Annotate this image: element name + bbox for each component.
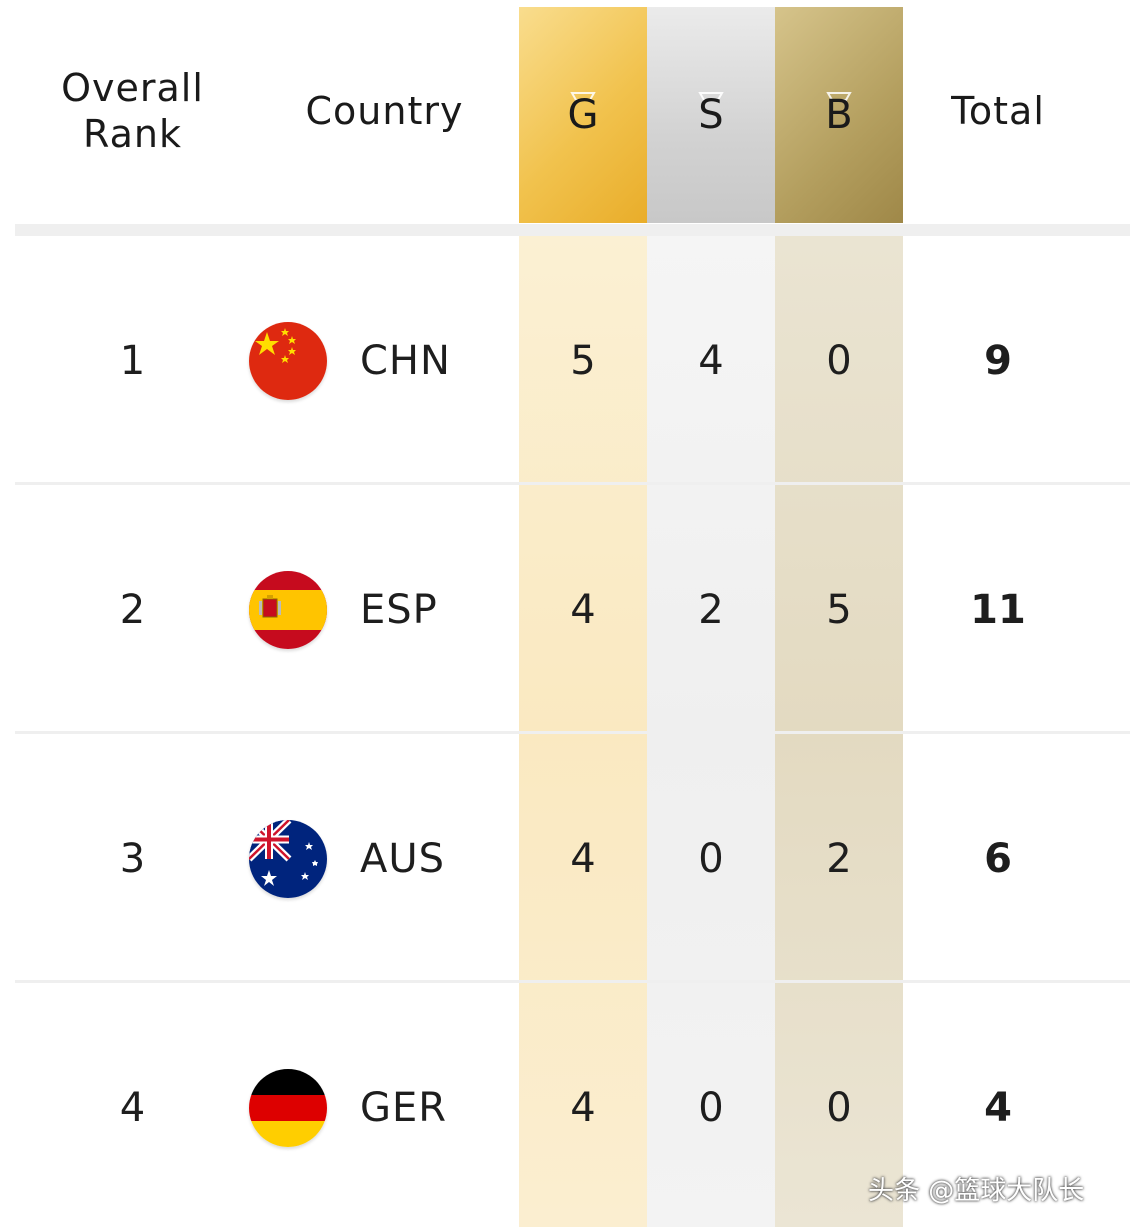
- silver-medal-icon: [698, 92, 724, 101]
- gold-count: 4: [570, 586, 596, 633]
- silver-count: 0: [698, 1084, 724, 1131]
- gold-count: 4: [570, 835, 596, 882]
- country-code: ESP: [360, 586, 438, 633]
- total-count: 9: [984, 337, 1012, 384]
- bronze-count: 2: [826, 835, 852, 882]
- rank-cell: 4: [119, 1084, 146, 1131]
- rank-header-line1: Overall: [61, 66, 204, 110]
- gold-header-label: G: [567, 92, 599, 138]
- bronze-header-label: B: [825, 92, 853, 138]
- total-count: 6: [984, 835, 1012, 882]
- row-divider: [15, 482, 1130, 485]
- total-count: 4: [984, 1084, 1012, 1131]
- gold-header[interactable]: G: [519, 7, 647, 223]
- china-flag-icon: [249, 321, 327, 400]
- bronze-count: 0: [826, 1084, 852, 1131]
- country-code: GER: [360, 1084, 448, 1131]
- flag-cell: [249, 485, 327, 734]
- country-header[interactable]: Country: [305, 89, 464, 133]
- silver-count: 4: [698, 337, 724, 384]
- country-code: CHN: [360, 337, 451, 384]
- flag-cell: [249, 236, 327, 485]
- flag-cell: [249, 983, 327, 1232]
- bronze-medal-icon: [826, 92, 852, 101]
- silver-header[interactable]: S: [647, 7, 775, 223]
- total-header[interactable]: Total: [951, 89, 1045, 133]
- country-code: AUS: [360, 835, 446, 882]
- bronze-count: 5: [826, 586, 852, 633]
- flag-cell: [249, 734, 327, 983]
- silver-count: 0: [698, 835, 724, 882]
- header-divider: [15, 224, 1130, 236]
- table-row[interactable]: 3 AUS: [15, 734, 1130, 983]
- germany-flag-icon: [249, 1068, 327, 1147]
- spain-flag-icon: [249, 570, 327, 649]
- watermark: 头条 @篮球大队长: [868, 1176, 1085, 1206]
- bronze-count: 0: [826, 337, 852, 384]
- silver-count: 2: [698, 586, 724, 633]
- row-divider: [15, 731, 1130, 734]
- total-count: 11: [970, 586, 1026, 633]
- table-row[interactable]: 1 CHN 5 4 0 9: [15, 236, 1130, 485]
- row-divider: [15, 980, 1130, 983]
- rank-cell: 3: [119, 835, 146, 882]
- table-row[interactable]: 4 GER 4 0 0 4: [15, 983, 1130, 1232]
- table-header: Overall Rank Country G S B Total: [0, 0, 1130, 223]
- australia-flag-icon: [249, 819, 327, 898]
- rank-cell: 1: [119, 337, 146, 384]
- gold-medal-icon: [570, 92, 596, 101]
- overall-rank-header[interactable]: Overall Rank: [15, 0, 250, 222]
- gold-count: 4: [570, 1084, 596, 1131]
- bronze-header[interactable]: B: [775, 7, 903, 223]
- table-row[interactable]: 2 ESP 4 2 5 11: [15, 485, 1130, 734]
- rank-header-line2: Rank: [83, 112, 182, 156]
- gold-count: 5: [570, 337, 596, 384]
- rank-cell: 2: [119, 586, 146, 633]
- silver-header-label: S: [698, 92, 724, 138]
